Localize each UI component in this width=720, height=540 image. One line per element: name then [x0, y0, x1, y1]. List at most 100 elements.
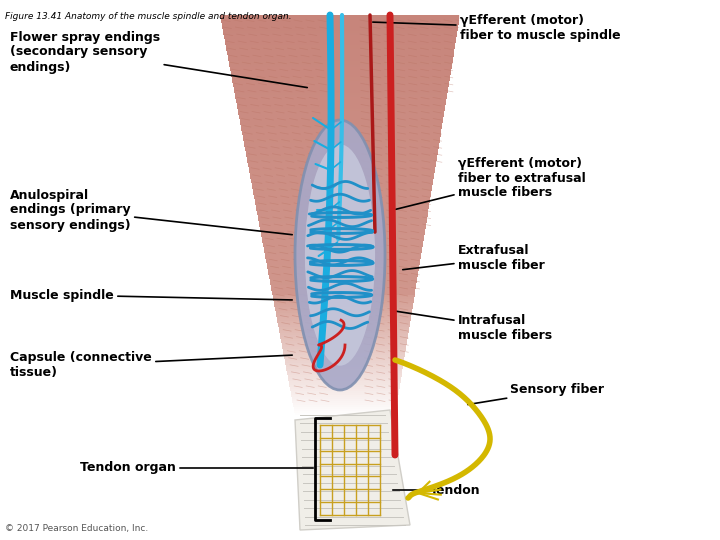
Polygon shape [295, 410, 410, 530]
Polygon shape [251, 183, 433, 185]
Polygon shape [284, 355, 405, 357]
Polygon shape [294, 407, 396, 409]
Polygon shape [228, 55, 454, 57]
Polygon shape [271, 285, 416, 287]
Polygon shape [281, 339, 408, 341]
Polygon shape [251, 181, 433, 183]
Polygon shape [277, 321, 410, 323]
Polygon shape [284, 359, 404, 361]
Polygon shape [260, 229, 426, 231]
Polygon shape [221, 21, 459, 23]
Polygon shape [278, 325, 410, 327]
Polygon shape [287, 373, 402, 375]
Text: Extrafusal
muscle fiber: Extrafusal muscle fiber [402, 244, 545, 272]
Polygon shape [285, 363, 403, 365]
Polygon shape [258, 217, 427, 219]
Polygon shape [294, 413, 395, 415]
Polygon shape [233, 83, 449, 85]
Text: Tendon: Tendon [393, 483, 481, 496]
Polygon shape [286, 367, 402, 369]
Polygon shape [274, 305, 413, 307]
Polygon shape [267, 265, 419, 267]
Polygon shape [238, 113, 444, 115]
Polygon shape [271, 287, 416, 289]
Polygon shape [252, 185, 433, 187]
Polygon shape [235, 95, 447, 97]
Polygon shape [259, 223, 426, 225]
Polygon shape [288, 377, 401, 379]
Polygon shape [292, 401, 397, 403]
Polygon shape [283, 349, 406, 351]
Polygon shape [244, 145, 439, 147]
Polygon shape [253, 189, 432, 191]
Text: γEfferent (motor)
fiber to muscle spindle: γEfferent (motor) fiber to muscle spindl… [373, 14, 621, 42]
Polygon shape [227, 51, 454, 53]
Polygon shape [261, 235, 424, 237]
Polygon shape [222, 29, 458, 31]
Polygon shape [229, 63, 452, 65]
Polygon shape [266, 257, 420, 259]
Text: Figure 13.41 Anatomy of the muscle spindle and tendon organ.: Figure 13.41 Anatomy of the muscle spind… [5, 12, 292, 21]
Polygon shape [270, 281, 417, 283]
Polygon shape [222, 25, 459, 27]
Text: γEfferent (motor)
fiber to extrafusal
muscle fibers: γEfferent (motor) fiber to extrafusal mu… [396, 157, 586, 210]
Polygon shape [222, 23, 459, 25]
Polygon shape [236, 103, 446, 105]
Polygon shape [248, 161, 436, 163]
Polygon shape [256, 203, 429, 205]
Polygon shape [243, 139, 440, 141]
Polygon shape [228, 57, 453, 59]
Polygon shape [276, 315, 411, 317]
Polygon shape [288, 379, 401, 381]
Text: Capsule (connective
tissue): Capsule (connective tissue) [10, 351, 292, 379]
Polygon shape [272, 295, 415, 297]
Polygon shape [286, 365, 403, 367]
Polygon shape [287, 371, 402, 373]
Polygon shape [221, 19, 459, 21]
Polygon shape [236, 101, 446, 103]
Polygon shape [294, 411, 396, 413]
Polygon shape [225, 45, 455, 47]
Polygon shape [258, 221, 426, 223]
Text: Anulospiral
endings (primary
sensory endings): Anulospiral endings (primary sensory end… [10, 188, 292, 235]
Polygon shape [225, 39, 456, 41]
Polygon shape [251, 177, 433, 179]
Polygon shape [223, 31, 457, 33]
Polygon shape [263, 245, 423, 247]
Polygon shape [249, 169, 435, 171]
Polygon shape [264, 249, 422, 251]
Polygon shape [275, 309, 413, 311]
Polygon shape [276, 313, 412, 315]
Polygon shape [250, 175, 434, 177]
Polygon shape [285, 361, 404, 363]
Ellipse shape [305, 144, 375, 366]
Polygon shape [240, 125, 442, 127]
Polygon shape [232, 79, 449, 81]
Polygon shape [271, 289, 415, 291]
Polygon shape [248, 165, 436, 167]
Polygon shape [289, 385, 400, 387]
Polygon shape [226, 49, 454, 51]
Polygon shape [283, 351, 405, 353]
Polygon shape [264, 247, 423, 249]
Polygon shape [220, 15, 460, 17]
Polygon shape [241, 129, 441, 131]
Polygon shape [292, 397, 398, 399]
Polygon shape [230, 65, 452, 67]
Polygon shape [239, 117, 444, 119]
Polygon shape [249, 171, 435, 173]
Polygon shape [276, 317, 411, 319]
Polygon shape [230, 69, 451, 71]
Polygon shape [246, 155, 437, 157]
Polygon shape [232, 77, 450, 79]
Polygon shape [220, 17, 459, 19]
Polygon shape [282, 343, 407, 345]
Ellipse shape [295, 120, 385, 390]
Polygon shape [230, 67, 451, 69]
Polygon shape [258, 219, 427, 221]
Polygon shape [253, 191, 431, 193]
Polygon shape [280, 337, 408, 339]
Polygon shape [253, 193, 431, 195]
Polygon shape [269, 279, 417, 281]
Polygon shape [240, 121, 443, 123]
